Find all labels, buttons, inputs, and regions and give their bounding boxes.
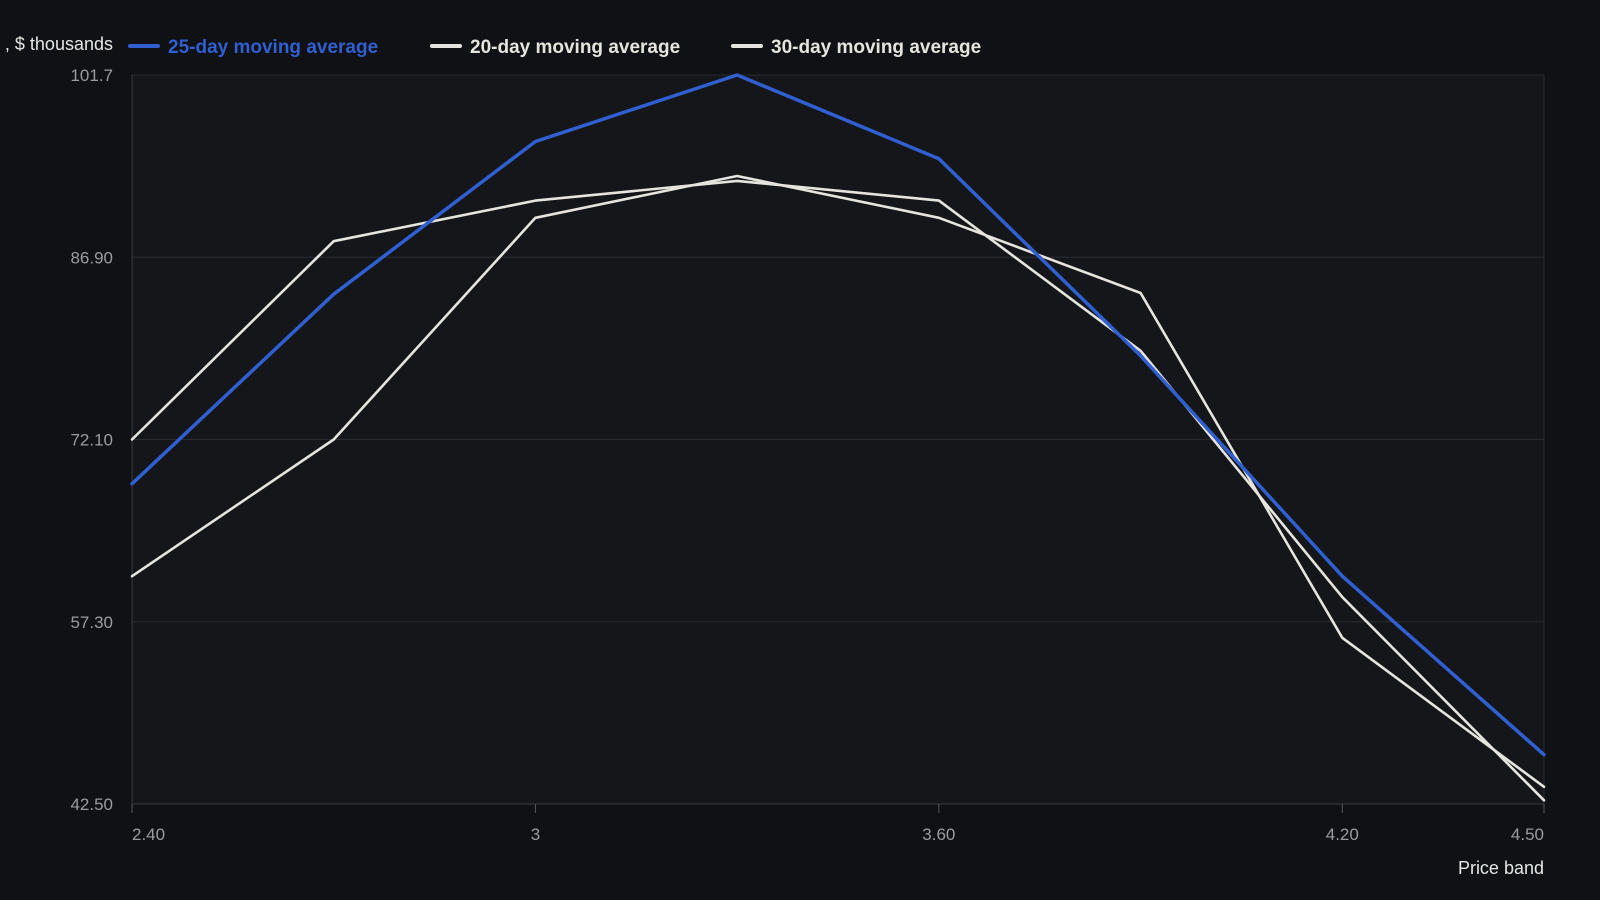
y-tick-label: 42.50 [70,795,113,814]
legend-label: 30-day moving average [771,37,981,58]
x-tick-label: 4.50 [1511,825,1544,844]
y-tick-label: 57.30 [70,613,113,632]
series-line-2 [130,179,1546,802]
legend-label: 25-day moving average [168,37,378,58]
x-tick-label: 3.60 [922,825,955,844]
legend-label: 20-day moving average [470,37,680,58]
x-tick-label: 4.20 [1326,825,1359,844]
x-tick-label: 2.40 [132,825,165,844]
y-tick-label: 86.90 [70,248,113,267]
axes: 42.50 57.30 72.10 86.90 101.7 2.40 3 3.60 4.20 4.… [70,66,1545,844]
legend: 25-day moving average 20-day moving avera… [128,37,981,58]
series-line-1 [130,73,1546,757]
x-axis-title: Price band [1458,858,1544,878]
x-tick-label: 3 [531,825,540,844]
y-tick-label: 72.10 [70,431,113,450]
y-tick-label: 101.7 [70,66,113,85]
series-line-3 [130,174,1546,789]
y-axis-title: , $ thousands [5,34,113,54]
series-lines [130,73,1546,802]
